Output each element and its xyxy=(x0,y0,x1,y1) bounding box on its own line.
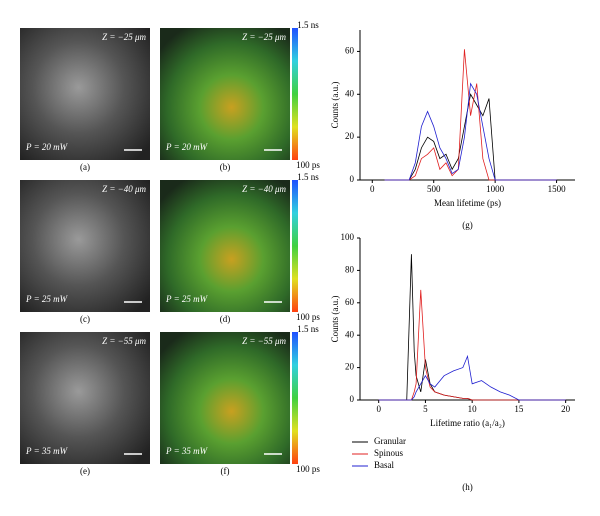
micrograph xyxy=(20,332,150,464)
colorbar-max: 1.5 ns xyxy=(297,20,319,30)
panel-label: (c) xyxy=(80,314,90,324)
x-tick-label: 15 xyxy=(514,404,524,414)
legend-label: Granular xyxy=(374,436,406,446)
x-tick-label: 500 xyxy=(427,184,441,194)
y-tick-label: 40 xyxy=(345,329,355,339)
colorbar xyxy=(292,180,298,312)
series-line xyxy=(384,93,557,181)
series-line xyxy=(384,82,557,181)
y-tick-label: 60 xyxy=(345,297,355,307)
series-line xyxy=(378,289,566,401)
colorbar-max: 1.5 ns xyxy=(297,172,319,182)
y-tick-label: 80 xyxy=(345,264,355,274)
panel-label: (a) xyxy=(80,162,90,172)
depth-label: Z = −40 μm xyxy=(102,184,146,194)
y-axis-label: Counts (a.u.) xyxy=(330,82,340,129)
colorbar-min: 100 ps xyxy=(296,312,320,322)
power-label: P = 25 mW xyxy=(165,294,209,304)
panel-label: (h) xyxy=(462,482,473,492)
y-tick-label: 0 xyxy=(350,394,355,404)
legend-label: Basal xyxy=(374,460,394,470)
colorbar xyxy=(292,28,298,160)
panel-label: (e) xyxy=(80,466,90,476)
x-tick-label: 1000 xyxy=(486,184,505,194)
series-line xyxy=(384,49,557,181)
panel-label: (f) xyxy=(221,466,230,476)
power-label: P = 35 mW xyxy=(165,446,209,456)
depth-label: Z = −55 μm xyxy=(242,336,286,346)
y-tick-label: 20 xyxy=(345,131,355,141)
x-tick-label: 0 xyxy=(376,404,381,414)
panel-label: (g) xyxy=(462,220,473,230)
depth-label: Z = −25 μm xyxy=(102,32,146,42)
x-tick-label: 20 xyxy=(561,404,571,414)
y-tick-label: 40 xyxy=(345,88,355,98)
micrograph xyxy=(20,180,150,312)
power-label: P = 20 mW xyxy=(25,142,69,152)
depth-label: Z = −40 μm xyxy=(242,184,286,194)
y-tick-label: 20 xyxy=(345,362,355,372)
x-tick-label: 10 xyxy=(468,404,478,414)
panel-label: (d) xyxy=(220,314,231,324)
x-axis-label: Lifetime ratio (a₁/a₂) xyxy=(430,418,505,428)
y-tick-label: 100 xyxy=(341,232,355,242)
x-axis-label: Mean lifetime (ps) xyxy=(434,198,501,208)
power-label: P = 35 mW xyxy=(25,446,69,456)
micrograph xyxy=(160,180,290,312)
micrograph xyxy=(20,28,150,160)
x-tick-label: 1500 xyxy=(548,184,567,194)
panel-label: (b) xyxy=(220,162,231,172)
micrograph xyxy=(160,332,290,464)
colorbar-min: 100 ps xyxy=(296,160,320,170)
y-tick-label: 0 xyxy=(350,174,355,184)
legend-label: Spinous xyxy=(374,448,404,458)
y-tick-label: 60 xyxy=(345,45,355,55)
micrograph xyxy=(160,28,290,160)
power-label: P = 20 mW xyxy=(165,142,209,152)
y-axis-label: Counts (a.u.) xyxy=(330,296,340,343)
colorbar-max: 1.5 ns xyxy=(297,324,319,334)
x-tick-label: 0 xyxy=(370,184,375,194)
series-line xyxy=(378,254,566,401)
depth-label: Z = −25 μm xyxy=(242,32,286,42)
series-line xyxy=(378,354,566,401)
colorbar xyxy=(292,332,298,464)
power-label: P = 25 mW xyxy=(25,294,69,304)
colorbar-min: 100 ps xyxy=(296,464,320,474)
x-tick-label: 5 xyxy=(423,404,428,414)
depth-label: Z = −55 μm xyxy=(102,336,146,346)
